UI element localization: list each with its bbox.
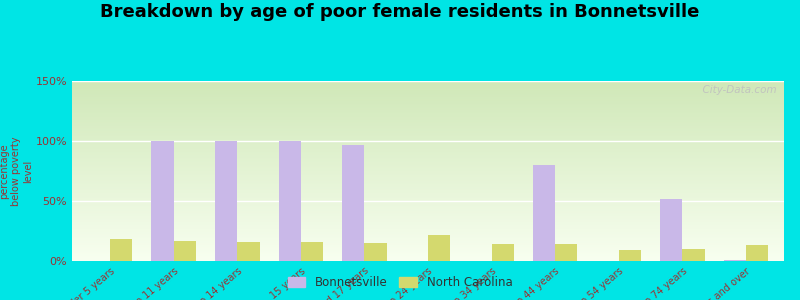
Bar	[238, 242, 259, 261]
Legend: Bonnetsville, North Carolina: Bonnetsville, North Carolina	[283, 272, 517, 294]
Bar	[618, 250, 641, 261]
Text: Breakdown by age of poor female residents in Bonnetsville: Breakdown by age of poor female resident…	[100, 3, 700, 21]
Bar	[278, 141, 301, 261]
Text: City-Data.com: City-Data.com	[696, 85, 777, 94]
Y-axis label: percentage
below poverty
level: percentage below poverty level	[0, 136, 33, 206]
Bar	[555, 244, 578, 261]
Bar	[533, 165, 555, 261]
Bar	[174, 241, 196, 261]
Bar	[724, 260, 746, 261]
Bar	[491, 244, 514, 261]
Bar	[682, 249, 705, 261]
Bar	[365, 243, 386, 261]
Bar	[301, 242, 323, 261]
Bar	[342, 145, 365, 261]
Bar	[110, 239, 132, 261]
Bar	[428, 235, 450, 261]
Bar	[746, 245, 768, 261]
Bar	[215, 141, 238, 261]
Bar	[660, 199, 682, 261]
Bar	[151, 141, 174, 261]
